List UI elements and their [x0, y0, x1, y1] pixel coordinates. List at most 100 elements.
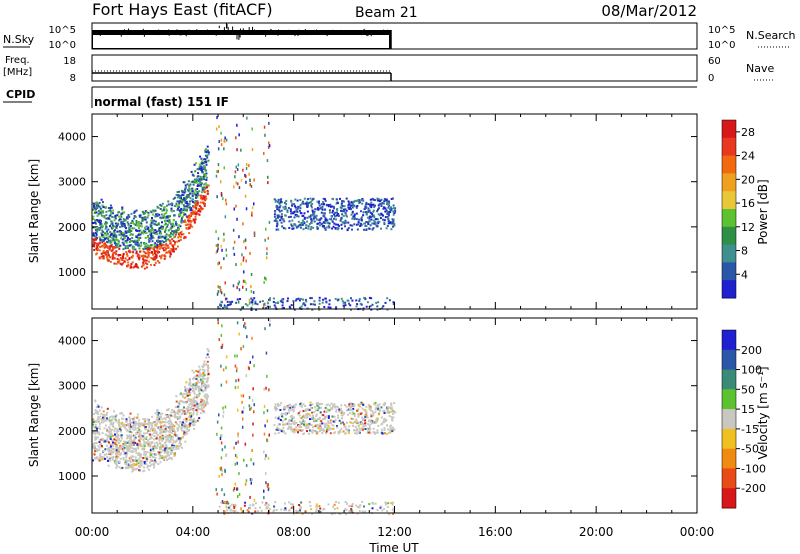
data-point — [159, 235, 162, 238]
data-point — [182, 211, 185, 214]
data-point — [192, 399, 195, 402]
data-point — [200, 206, 202, 209]
data-point — [340, 427, 343, 430]
data-point — [186, 194, 189, 197]
data-point — [330, 408, 333, 411]
data-point — [129, 425, 132, 428]
data-point — [154, 261, 157, 264]
data-point — [278, 404, 281, 407]
data-point — [376, 225, 379, 228]
data-point — [175, 447, 178, 450]
data-point — [203, 186, 205, 189]
data-point — [98, 422, 101, 425]
data-point — [177, 226, 180, 229]
data-point — [171, 450, 173, 453]
data-point — [181, 408, 184, 411]
data-point — [106, 232, 109, 235]
data-point — [383, 198, 386, 200]
data-point — [188, 378, 191, 380]
data-point — [201, 171, 204, 174]
y-tick-label: 2000 — [58, 425, 86, 438]
data-point — [113, 460, 116, 463]
data-point — [368, 426, 371, 429]
data-point — [263, 405, 266, 408]
data-point — [107, 254, 110, 257]
data-point — [141, 219, 144, 222]
data-point — [162, 247, 165, 250]
data-point — [191, 369, 194, 372]
data-point — [392, 218, 395, 221]
data-point — [274, 306, 277, 309]
data-point — [113, 438, 116, 441]
data-point — [171, 438, 174, 441]
data-point — [387, 212, 390, 215]
data-point — [143, 216, 146, 219]
data-point — [348, 208, 351, 210]
data-point — [173, 236, 176, 239]
data-point — [184, 401, 187, 404]
data-point — [285, 413, 287, 416]
data-point — [278, 215, 281, 218]
data-point — [350, 308, 352, 311]
data-point — [371, 213, 374, 215]
data-point — [93, 448, 96, 451]
data-point — [92, 202, 95, 205]
nsky-noise-spike — [218, 30, 220, 32]
data-point — [162, 216, 165, 219]
data-point — [195, 178, 198, 181]
data-point — [155, 213, 158, 216]
data-point — [119, 444, 122, 447]
data-point — [154, 456, 157, 459]
data-point — [371, 303, 374, 306]
data-point — [376, 404, 379, 407]
data-point — [234, 462, 237, 466]
data-point — [318, 224, 321, 227]
data-point — [204, 158, 207, 161]
data-point — [272, 297, 275, 300]
data-point — [110, 236, 113, 239]
data-point — [139, 250, 142, 253]
data-point — [204, 182, 207, 185]
data-point — [316, 206, 319, 209]
data-point — [139, 461, 142, 464]
data-point — [167, 430, 170, 433]
data-point — [391, 501, 394, 504]
data-point — [169, 242, 172, 245]
data-point — [274, 501, 277, 504]
data-point — [172, 248, 175, 251]
data-point — [291, 428, 294, 431]
data-point — [153, 453, 156, 456]
data-point — [324, 432, 327, 435]
data-point — [161, 428, 164, 431]
data-point — [139, 455, 142, 457]
data-point — [361, 500, 364, 503]
data-point — [229, 505, 232, 508]
data-point — [288, 509, 291, 512]
data-point — [108, 426, 110, 428]
data-point — [269, 319, 271, 323]
data-point — [142, 424, 145, 427]
data-point — [158, 247, 161, 250]
data-point — [253, 202, 255, 206]
data-point — [139, 225, 142, 227]
data-point — [111, 458, 114, 461]
data-point — [115, 242, 118, 245]
data-point — [192, 183, 195, 186]
data-point — [96, 427, 98, 430]
data-point — [121, 238, 124, 241]
data-point — [188, 391, 191, 394]
data-point — [318, 302, 321, 305]
data-point — [236, 168, 239, 171]
data-point — [117, 449, 120, 451]
data-point — [107, 259, 110, 262]
data-point — [236, 298, 239, 301]
data-point — [355, 418, 358, 421]
data-point — [350, 201, 353, 204]
data-point — [382, 421, 385, 424]
data-point — [95, 457, 97, 460]
data-point — [277, 228, 280, 231]
data-point — [235, 369, 238, 373]
data-point — [163, 449, 166, 452]
data-point — [392, 204, 395, 207]
data-point — [169, 215, 171, 218]
